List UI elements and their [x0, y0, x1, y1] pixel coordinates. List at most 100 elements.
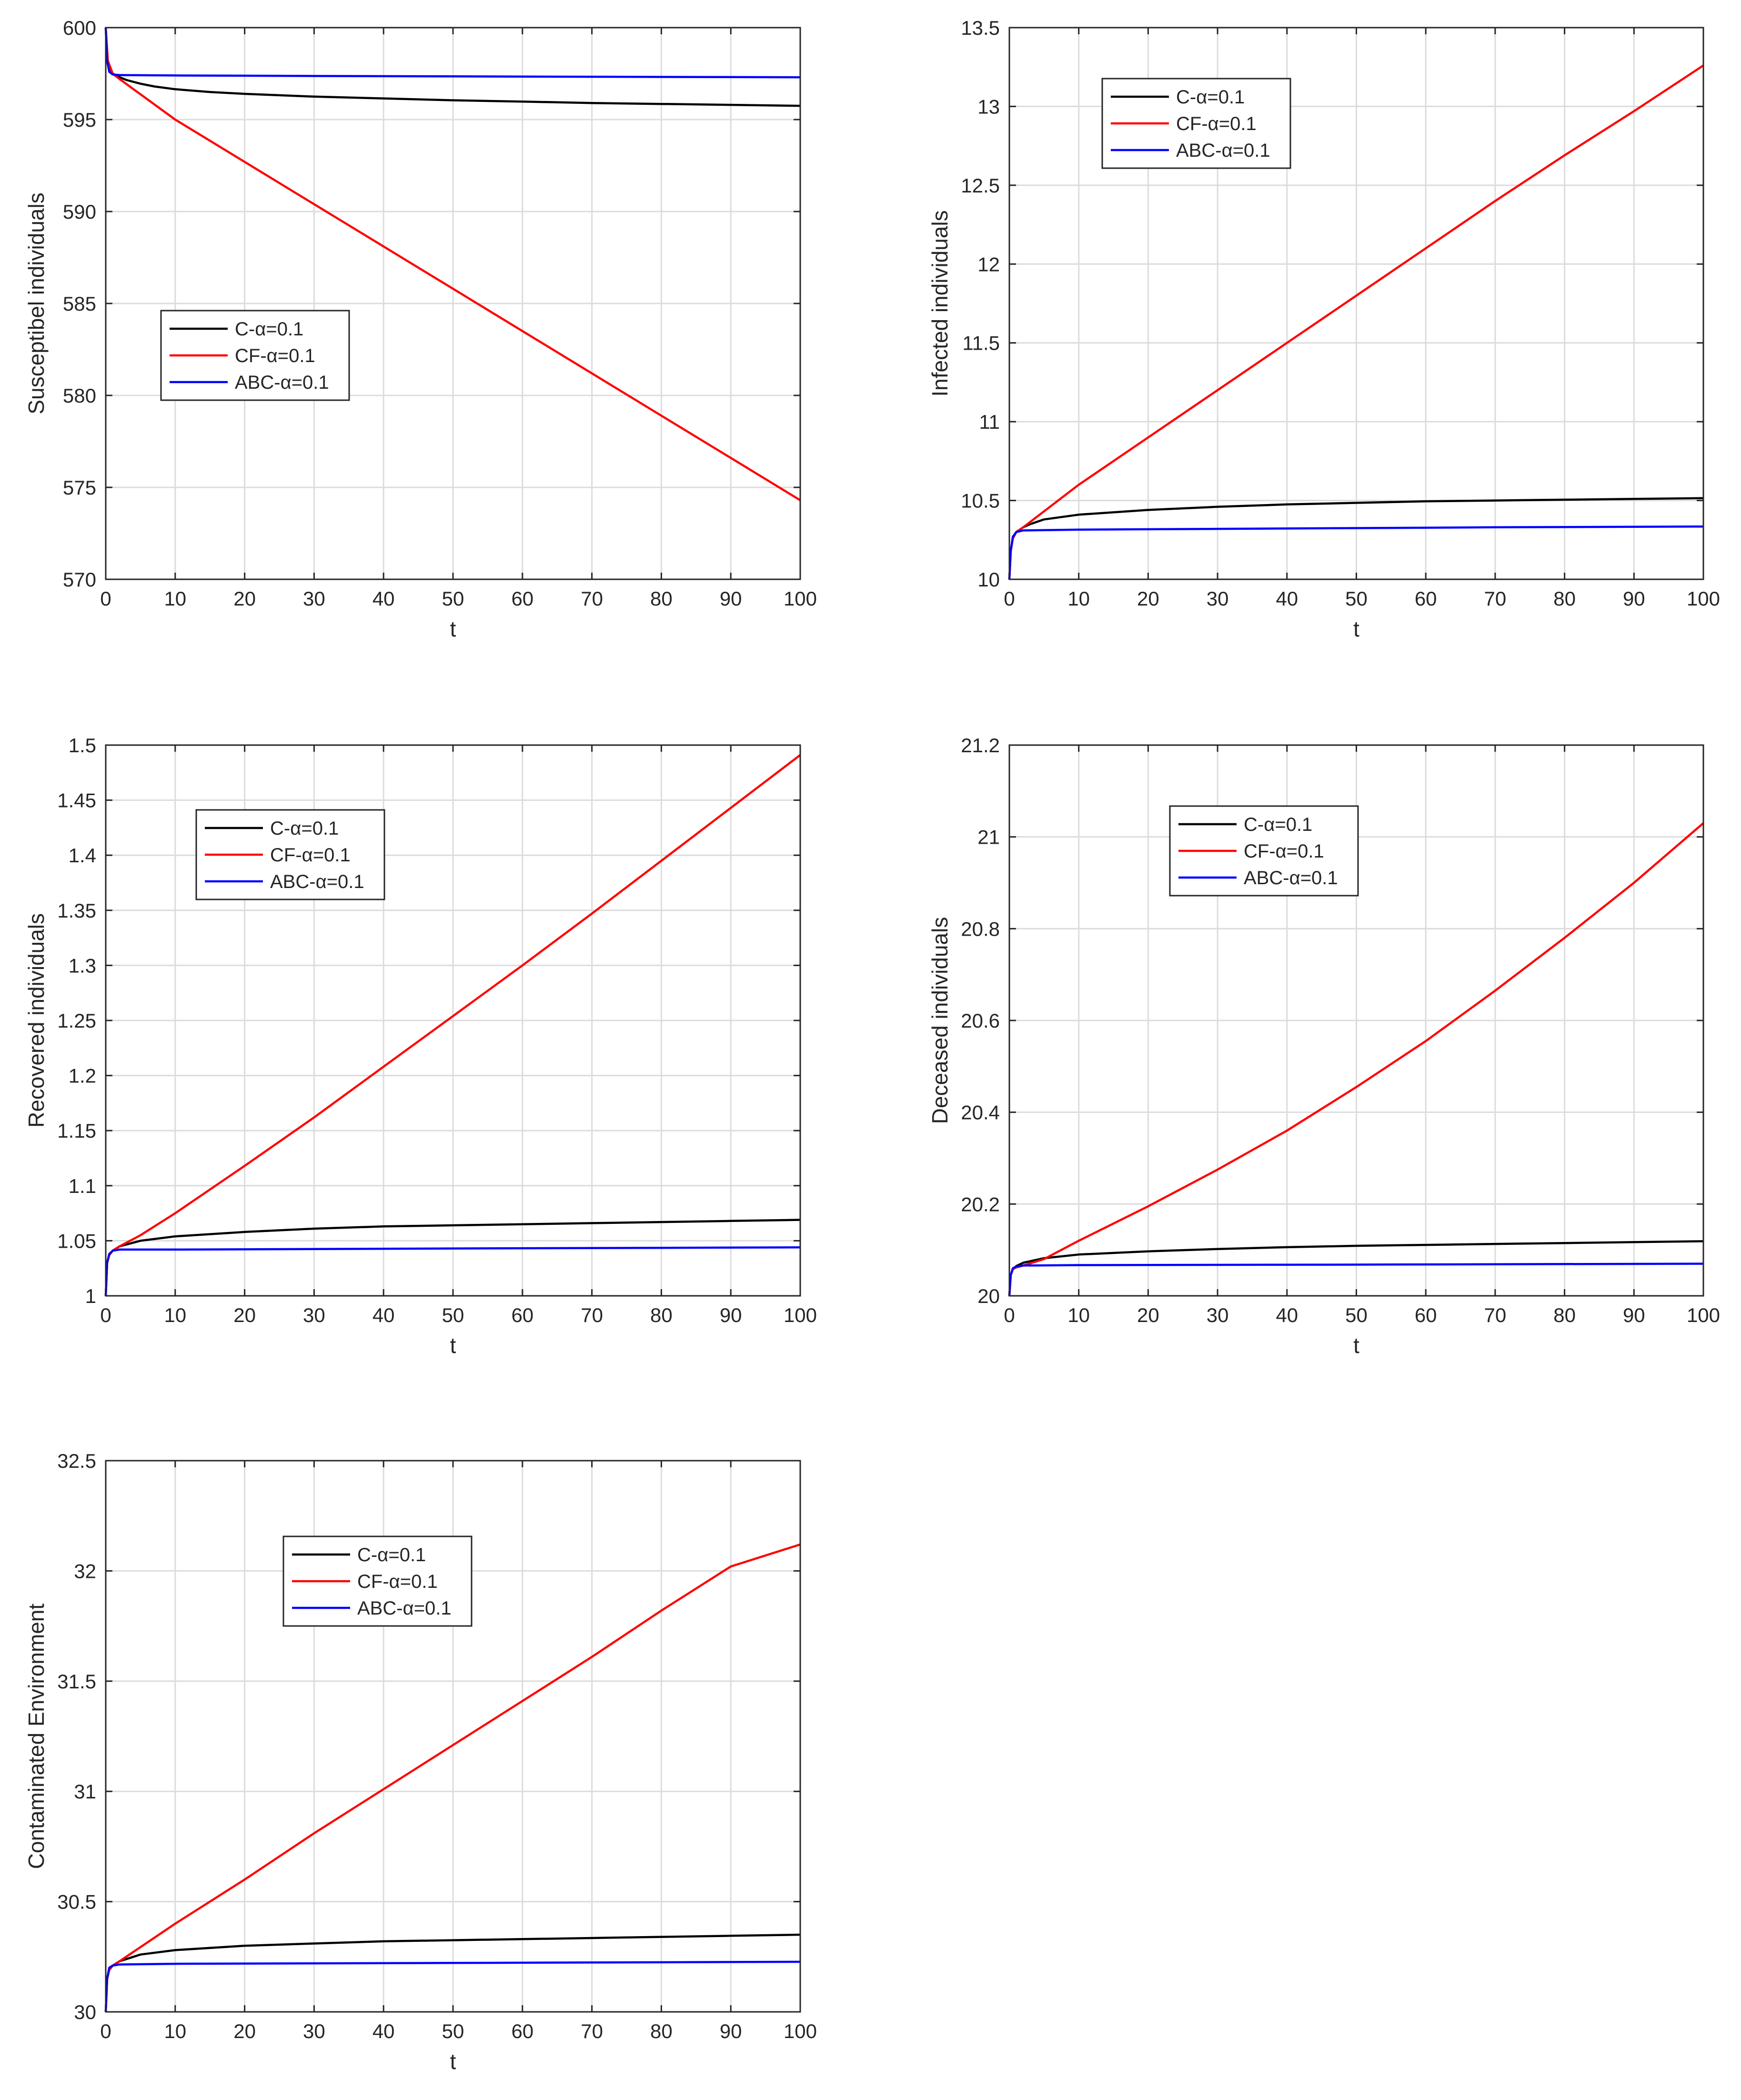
y-tick-label: 13.5	[961, 17, 1000, 39]
series-line-abc	[1008, 1262, 1704, 1296]
x-tick-label: 80	[650, 587, 673, 610]
legend: C-α=0.1 CF-α=0.1 ABC-α=0.1	[282, 1535, 473, 1627]
x-tick-label: 20	[233, 1304, 256, 1326]
y-axis-label: Deceased individuals	[927, 917, 952, 1124]
y-tick-label: 570	[63, 568, 96, 591]
y-tick-label: 21	[977, 826, 1000, 848]
x-tick-label: 10	[1067, 587, 1090, 610]
y-tick-label: 590	[63, 201, 96, 223]
x-tick-label: 30	[1207, 587, 1229, 610]
x-tick-label: 50	[1345, 587, 1368, 610]
y-tick-label: 1.5	[69, 734, 96, 757]
y-tick-label: 30	[74, 2001, 96, 2023]
x-tick-label: 70	[1484, 587, 1507, 610]
legend-label: C-α=0.1	[1244, 814, 1312, 835]
x-tick-label: 20	[233, 2020, 256, 2042]
y-axis-label: Recovered individuals	[24, 913, 49, 1128]
x-tick-label: 100	[784, 2020, 817, 2042]
legend-label: CF-α=0.1	[235, 345, 315, 366]
x-tick-label: 90	[1623, 1304, 1645, 1326]
x-tick-label: 70	[581, 587, 603, 610]
y-tick-label: 1.25	[57, 1010, 96, 1032]
chart-4: 0 10 20 30 40 50 60 70 80 90 100 20 20.2 20.4 20.6 20.8…	[927, 734, 1720, 1358]
x-tick-label: 70	[1484, 1304, 1507, 1326]
y-tick-label: 20.2	[961, 1193, 1000, 1215]
x-tick-label: 90	[720, 587, 742, 610]
y-tick-label: 600	[63, 17, 96, 39]
x-tick-label: 0	[1004, 587, 1015, 610]
y-axis-label: Infected individuals	[927, 210, 952, 396]
x-tick-label: 0	[100, 587, 111, 610]
x-tick-label: 50	[1345, 1304, 1368, 1326]
x-tick-label: 90	[1623, 587, 1645, 610]
y-axis-label: Susceptibel individuals	[24, 192, 49, 414]
legend-label: C-α=0.1	[270, 818, 339, 839]
x-tick-label: 90	[720, 1304, 742, 1326]
x-tick-label: 40	[372, 1304, 395, 1326]
legend-label: C-α=0.1	[1176, 87, 1245, 108]
y-tick-label: 1.4	[69, 844, 96, 867]
legend: C-α=0.1 CF-α=0.1 ABC-α=0.1	[1169, 805, 1359, 897]
x-tick-label: 30	[303, 587, 325, 610]
y-tick-label: 10	[977, 568, 1000, 591]
x-tick-label: 40	[372, 2020, 395, 2042]
x-axis-label: t	[450, 616, 456, 641]
x-tick-label: 0	[1004, 1304, 1015, 1326]
x-tick-label: 40	[1276, 1304, 1298, 1326]
chart-3: 0 10 20 30 40 50 60 70 80 90 100 1 1.05 1.1 1.15 1.2 1.2…	[24, 734, 817, 1358]
y-tick-label: 31.5	[57, 1670, 96, 1693]
y-tick-label: 580	[63, 384, 96, 407]
y-tick-label: 1.3	[69, 954, 96, 977]
x-tick-label: 60	[511, 587, 533, 610]
x-tick-label: 60	[511, 1304, 533, 1326]
x-tick-label: 90	[720, 2020, 742, 2042]
y-tick-label: 585	[63, 293, 96, 315]
y-tick-label: 12.5	[961, 174, 1000, 197]
legend-label: ABC-α=0.1	[357, 1598, 452, 1619]
series-line-abc	[104, 1960, 801, 2012]
x-tick-label: 50	[442, 2020, 464, 2042]
x-axis-label: t	[1353, 616, 1359, 641]
legend-label: ABC-α=0.1	[235, 372, 329, 393]
series-line-cf	[104, 1543, 801, 2012]
x-tick-label: 100	[784, 1304, 817, 1326]
x-tick-label: 70	[581, 2020, 603, 2042]
legend-label: CF-α=0.1	[1244, 841, 1324, 862]
x-tick-label: 100	[1687, 587, 1720, 610]
x-tick-label: 0	[100, 2020, 111, 2042]
y-tick-label: 1.05	[57, 1230, 96, 1252]
x-tick-label: 80	[650, 2020, 673, 2042]
x-axis-label: t	[450, 1333, 456, 1358]
x-tick-label: 20	[1137, 1304, 1159, 1326]
x-tick-label: 40	[1276, 587, 1298, 610]
legend: C-α=0.1 CF-α=0.1 ABC-α=0.1	[195, 809, 385, 900]
x-tick-label: 30	[303, 1304, 325, 1326]
chart-1: 0 10 20 30 40 50 60 70 80 90 100 570 575 580 585 590 595…	[24, 17, 817, 641]
legend-label: C-α=0.1	[235, 319, 303, 340]
y-tick-label: 11.5	[962, 332, 1000, 354]
x-tick-label: 30	[1207, 1304, 1229, 1326]
x-axis-label: t	[1353, 1333, 1359, 1358]
y-tick-label: 1.2	[69, 1065, 96, 1087]
y-tick-label: 13	[977, 95, 1000, 118]
y-tick-label: 30.5	[57, 1891, 96, 1913]
x-tick-label: 80	[650, 1304, 673, 1326]
x-tick-label: 10	[1067, 1304, 1090, 1326]
legend: C-α=0.1 CF-α=0.1 ABC-α=0.1	[160, 310, 350, 401]
x-tick-label: 20	[1137, 587, 1159, 610]
y-tick-label: 1.1	[69, 1175, 96, 1197]
y-axis-label: Contaminated Environment	[24, 1604, 49, 1869]
x-tick-label: 60	[1415, 587, 1437, 610]
chart-5: 0 10 20 30 40 50 60 70 80 90 100 30 30.5 31 31.5 32 32.5…	[24, 1450, 817, 2074]
y-tick-label: 12	[977, 253, 1000, 275]
legend-label: CF-α=0.1	[357, 1571, 438, 1592]
y-tick-label: 31	[74, 1780, 96, 1803]
x-axis-label: t	[450, 2049, 456, 2074]
x-tick-label: 50	[442, 1304, 464, 1326]
legend-label: CF-α=0.1	[1176, 113, 1257, 134]
y-tick-label: 20.6	[961, 1010, 1000, 1032]
y-tick-label: 32	[74, 1560, 96, 1582]
series-line-abc	[104, 1246, 801, 1296]
x-tick-label: 70	[581, 1304, 603, 1326]
